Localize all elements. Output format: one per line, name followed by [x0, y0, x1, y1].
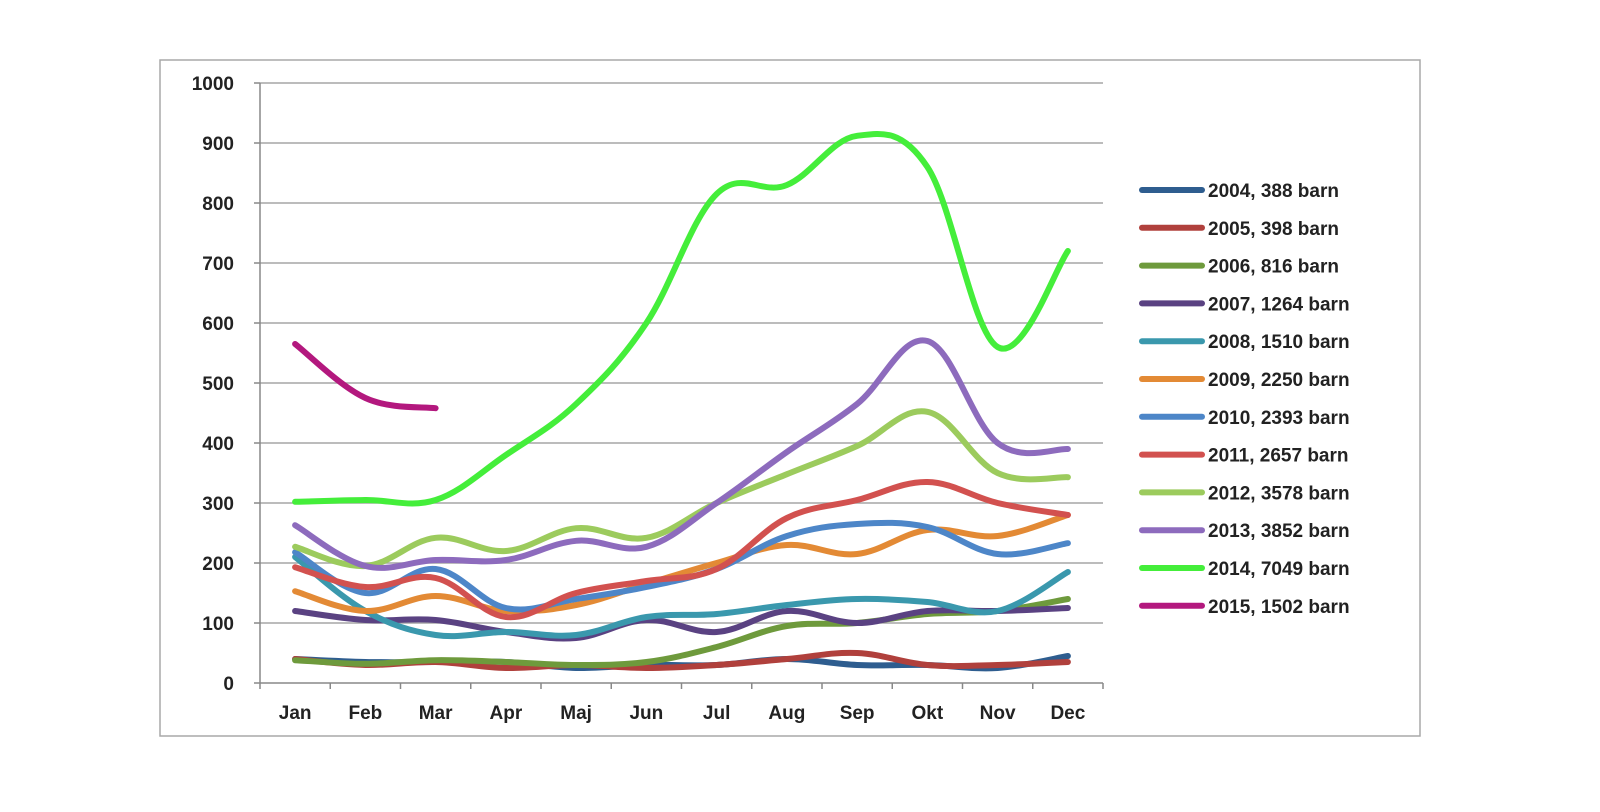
series-line-10: [292, 130, 1071, 507]
legend-label: 2013, 3852 barn: [1208, 521, 1350, 542]
chart-frame: [159, 59, 1421, 737]
legend-label: 2012, 3578 barn: [1208, 483, 1350, 504]
series-line-6: [292, 519, 1071, 613]
series-line-4: [292, 554, 1071, 640]
legend-label: 2014, 7049 barn: [1208, 559, 1350, 580]
series-lines: [292, 130, 1071, 672]
legend-label: 2015, 1502 barn: [1208, 597, 1350, 618]
y-tick-label: 700: [202, 254, 234, 275]
series-line-9: [292, 337, 1071, 571]
axes: [254, 82, 1104, 689]
x-tick-label: Jun: [629, 703, 663, 724]
x-axis-tick-labels: Jan Feb Mar Apr Maj Jun Jul Aug Sep Okt Nov Dec: [279, 703, 1086, 724]
y-tick-label: 300: [202, 494, 234, 515]
legend-label: 2008, 1510 barn: [1208, 332, 1350, 353]
y-tick-label: 1000: [192, 74, 234, 95]
series-line-7: [292, 478, 1071, 621]
x-tick-label: Jul: [703, 703, 730, 724]
y-tick-label: 600: [202, 314, 234, 335]
series-line-11: [292, 341, 439, 412]
y-tick-label: 500: [202, 374, 234, 395]
x-tick-label: Okt: [912, 703, 944, 724]
legend-label: 2009, 2250 barn: [1208, 370, 1350, 391]
x-tick-label: Aug: [768, 703, 805, 724]
legend-label: 2005, 398 barn: [1208, 219, 1339, 240]
series-line-3: [292, 605, 1071, 642]
x-tick-label: Jan: [279, 703, 312, 724]
x-tick-label: Sep: [840, 703, 875, 724]
y-axis-tick-labels: 0 100 200 300 400 500 600 700 800 900 1000: [192, 74, 234, 695]
x-tick-label: Feb: [348, 703, 382, 724]
y-tick-label: 100: [202, 614, 234, 635]
x-tick-label: Dec: [1050, 703, 1085, 724]
legend-label: 2010, 2393 barn: [1208, 408, 1350, 429]
x-tick-label: Maj: [560, 703, 592, 724]
x-tick-label: Apr: [490, 703, 523, 724]
legend-label: 2004, 388 barn: [1208, 181, 1339, 202]
y-tick-label: 400: [202, 434, 234, 455]
y-tick-label: 800: [202, 194, 234, 215]
x-tick-label: Mar: [419, 703, 453, 724]
y-tick-label: 200: [202, 554, 234, 575]
series-line-8: [292, 408, 1071, 570]
y-tick-label: 900: [202, 134, 234, 155]
legend: 2004, 388 barn 2005, 398 barn 2006, 816 ba…: [1139, 181, 1350, 618]
y-tick-label: 0: [223, 674, 234, 695]
legend-label: 2006, 816 barn: [1208, 257, 1339, 278]
legend-label: 2007, 1264 barn: [1208, 294, 1350, 315]
x-tick-label: Nov: [980, 703, 1016, 724]
legend-label: 2011, 2657 barn: [1208, 446, 1349, 467]
